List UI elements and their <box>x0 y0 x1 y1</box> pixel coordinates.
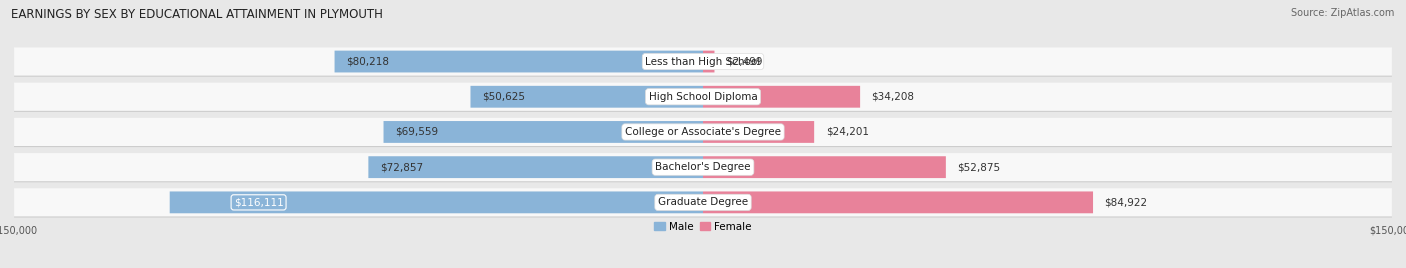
FancyBboxPatch shape <box>14 188 1392 217</box>
FancyBboxPatch shape <box>703 121 814 143</box>
FancyBboxPatch shape <box>14 47 1392 76</box>
Text: $34,208: $34,208 <box>872 92 914 102</box>
Text: $80,218: $80,218 <box>346 57 389 66</box>
Text: High School Diploma: High School Diploma <box>648 92 758 102</box>
FancyBboxPatch shape <box>703 51 714 72</box>
FancyBboxPatch shape <box>14 189 1392 218</box>
Text: College or Associate's Degree: College or Associate's Degree <box>626 127 780 137</box>
FancyBboxPatch shape <box>170 191 703 213</box>
FancyBboxPatch shape <box>471 86 703 108</box>
FancyBboxPatch shape <box>384 121 703 143</box>
Text: $84,922: $84,922 <box>1105 197 1147 207</box>
Text: Graduate Degree: Graduate Degree <box>658 197 748 207</box>
Text: $52,875: $52,875 <box>957 162 1001 172</box>
FancyBboxPatch shape <box>703 86 860 108</box>
Text: EARNINGS BY SEX BY EDUCATIONAL ATTAINMENT IN PLYMOUTH: EARNINGS BY SEX BY EDUCATIONAL ATTAINMEN… <box>11 8 382 21</box>
FancyBboxPatch shape <box>703 156 946 178</box>
Text: $50,625: $50,625 <box>482 92 524 102</box>
Text: $69,559: $69,559 <box>395 127 439 137</box>
FancyBboxPatch shape <box>14 154 1392 182</box>
Text: $116,111: $116,111 <box>233 197 284 207</box>
FancyBboxPatch shape <box>335 51 703 72</box>
Text: $2,499: $2,499 <box>725 57 762 66</box>
FancyBboxPatch shape <box>703 191 1092 213</box>
FancyBboxPatch shape <box>14 84 1392 112</box>
Text: Less than High School: Less than High School <box>645 57 761 66</box>
FancyBboxPatch shape <box>14 83 1392 111</box>
Text: $72,857: $72,857 <box>380 162 423 172</box>
FancyBboxPatch shape <box>14 118 1392 146</box>
FancyBboxPatch shape <box>14 49 1392 77</box>
Text: Source: ZipAtlas.com: Source: ZipAtlas.com <box>1291 8 1395 18</box>
FancyBboxPatch shape <box>368 156 703 178</box>
Text: Bachelor's Degree: Bachelor's Degree <box>655 162 751 172</box>
FancyBboxPatch shape <box>14 119 1392 147</box>
Text: $24,201: $24,201 <box>825 127 869 137</box>
Legend: Male, Female: Male, Female <box>654 222 752 232</box>
FancyBboxPatch shape <box>14 153 1392 181</box>
